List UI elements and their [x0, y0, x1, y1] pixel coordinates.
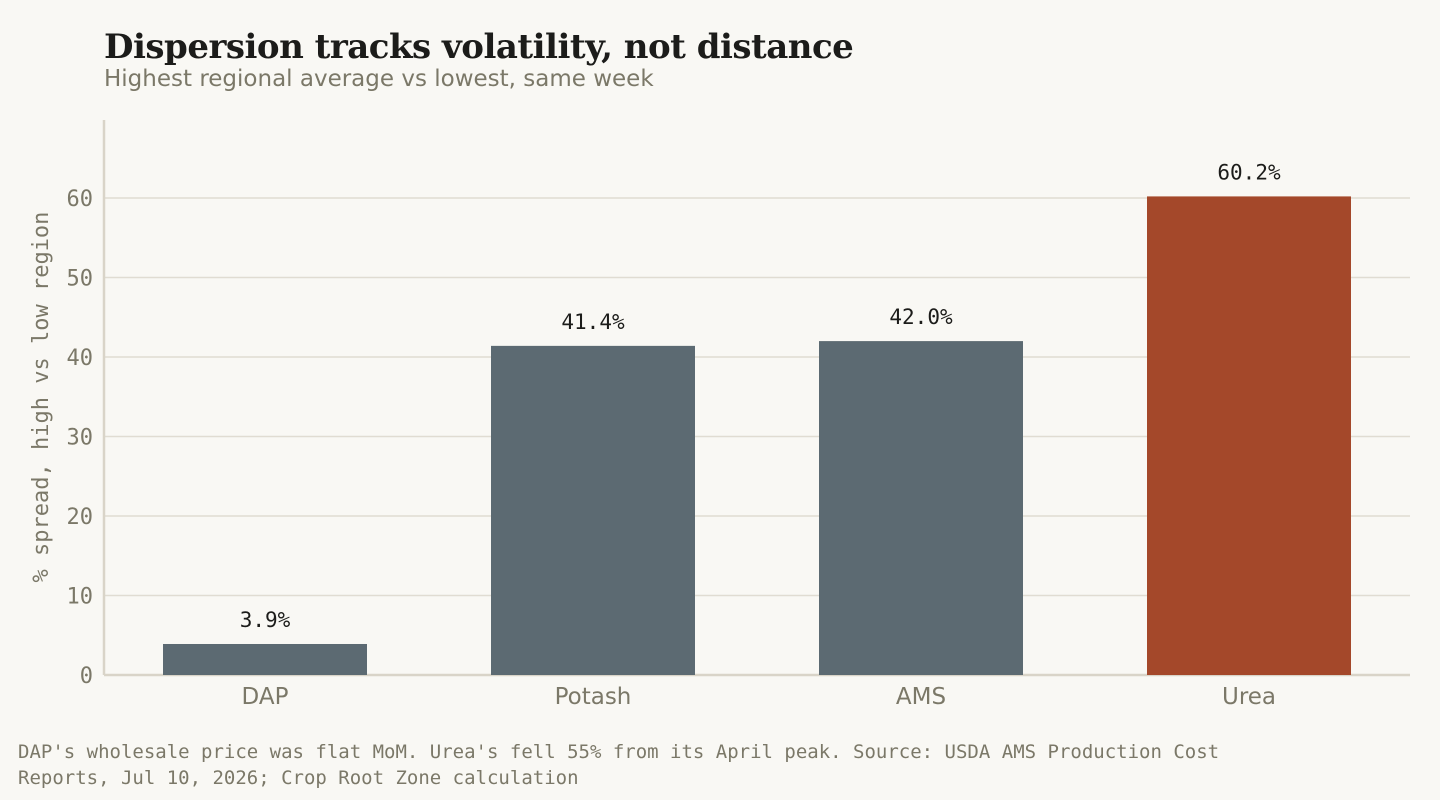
bar-dap	[163, 643, 367, 675]
x-tick-label: AMS	[896, 684, 946, 710]
data-labels: 3.9% 41.4% 42.0% 60.2%	[240, 160, 1281, 632]
y-tick-label: 50	[67, 267, 94, 292]
bar-urea	[1147, 196, 1351, 675]
chart-subtitle: Highest regional average vs lowest, same…	[104, 66, 654, 92]
y-tick-label: 10	[67, 585, 94, 610]
data-label: 41.4%	[561, 310, 625, 334]
x-tick-label: DAP	[242, 684, 289, 710]
data-label: 60.2%	[1217, 160, 1281, 184]
x-tick-label: Urea	[1222, 684, 1276, 710]
bars	[163, 196, 1351, 675]
data-label: 42.0%	[889, 305, 953, 329]
data-label: 3.9%	[240, 608, 291, 632]
y-tick-labels: 0 10 20 30 40 50 60	[67, 187, 94, 689]
y-tick-label: 20	[67, 505, 94, 530]
y-axis-title: % spread, high vs low region	[29, 212, 54, 583]
y-tick-label: 30	[67, 426, 94, 451]
footnote-line-2: Reports, Jul 10, 2026; Crop Root Zone ca…	[18, 767, 579, 789]
chart-title: Dispersion tracks volatility, not distan…	[104, 27, 853, 67]
x-tick-labels: DAP Potash AMS Urea	[242, 684, 1276, 710]
y-tick-label: 40	[67, 346, 94, 371]
x-tick-label: Potash	[555, 684, 632, 710]
y-tick-label: 0	[80, 664, 93, 689]
y-tick-label: 60	[67, 187, 94, 212]
footnote-line-1: DAP's wholesale price was flat MoM. Urea…	[18, 741, 1219, 763]
bar-potash	[491, 345, 695, 675]
bar-ams	[819, 341, 1023, 675]
